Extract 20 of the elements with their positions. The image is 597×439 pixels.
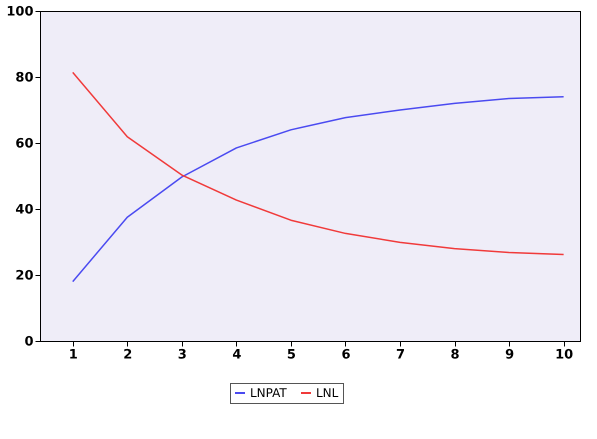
y-tick-label: 80 — [15, 70, 34, 86]
x-tick-label: 3 — [178, 348, 187, 362]
y-tick-label: 60 — [15, 136, 34, 152]
legend-label: LNL — [316, 386, 339, 400]
line-series — [72, 72, 564, 256]
x-tick-label: 9 — [505, 348, 514, 362]
x-tick-label: 10 — [555, 348, 574, 362]
line-series — [72, 96, 564, 282]
x-tick-label: 5 — [286, 348, 296, 362]
y-tick-label: 20 — [15, 268, 34, 284]
x-tick-label: 2 — [123, 348, 132, 362]
y-tick-label: 40 — [15, 202, 34, 218]
x-tick-label: 8 — [450, 348, 460, 362]
y-tick-label: 100 — [6, 4, 34, 20]
x-tick-label: 6 — [341, 348, 350, 362]
x-tick-label: 4 — [232, 348, 242, 362]
x-tick-label: 7 — [396, 348, 406, 362]
y-tick-label: 0 — [24, 334, 34, 350]
x-tick-label: 1 — [68, 348, 78, 362]
legend-label: LNPAT — [250, 386, 288, 400]
